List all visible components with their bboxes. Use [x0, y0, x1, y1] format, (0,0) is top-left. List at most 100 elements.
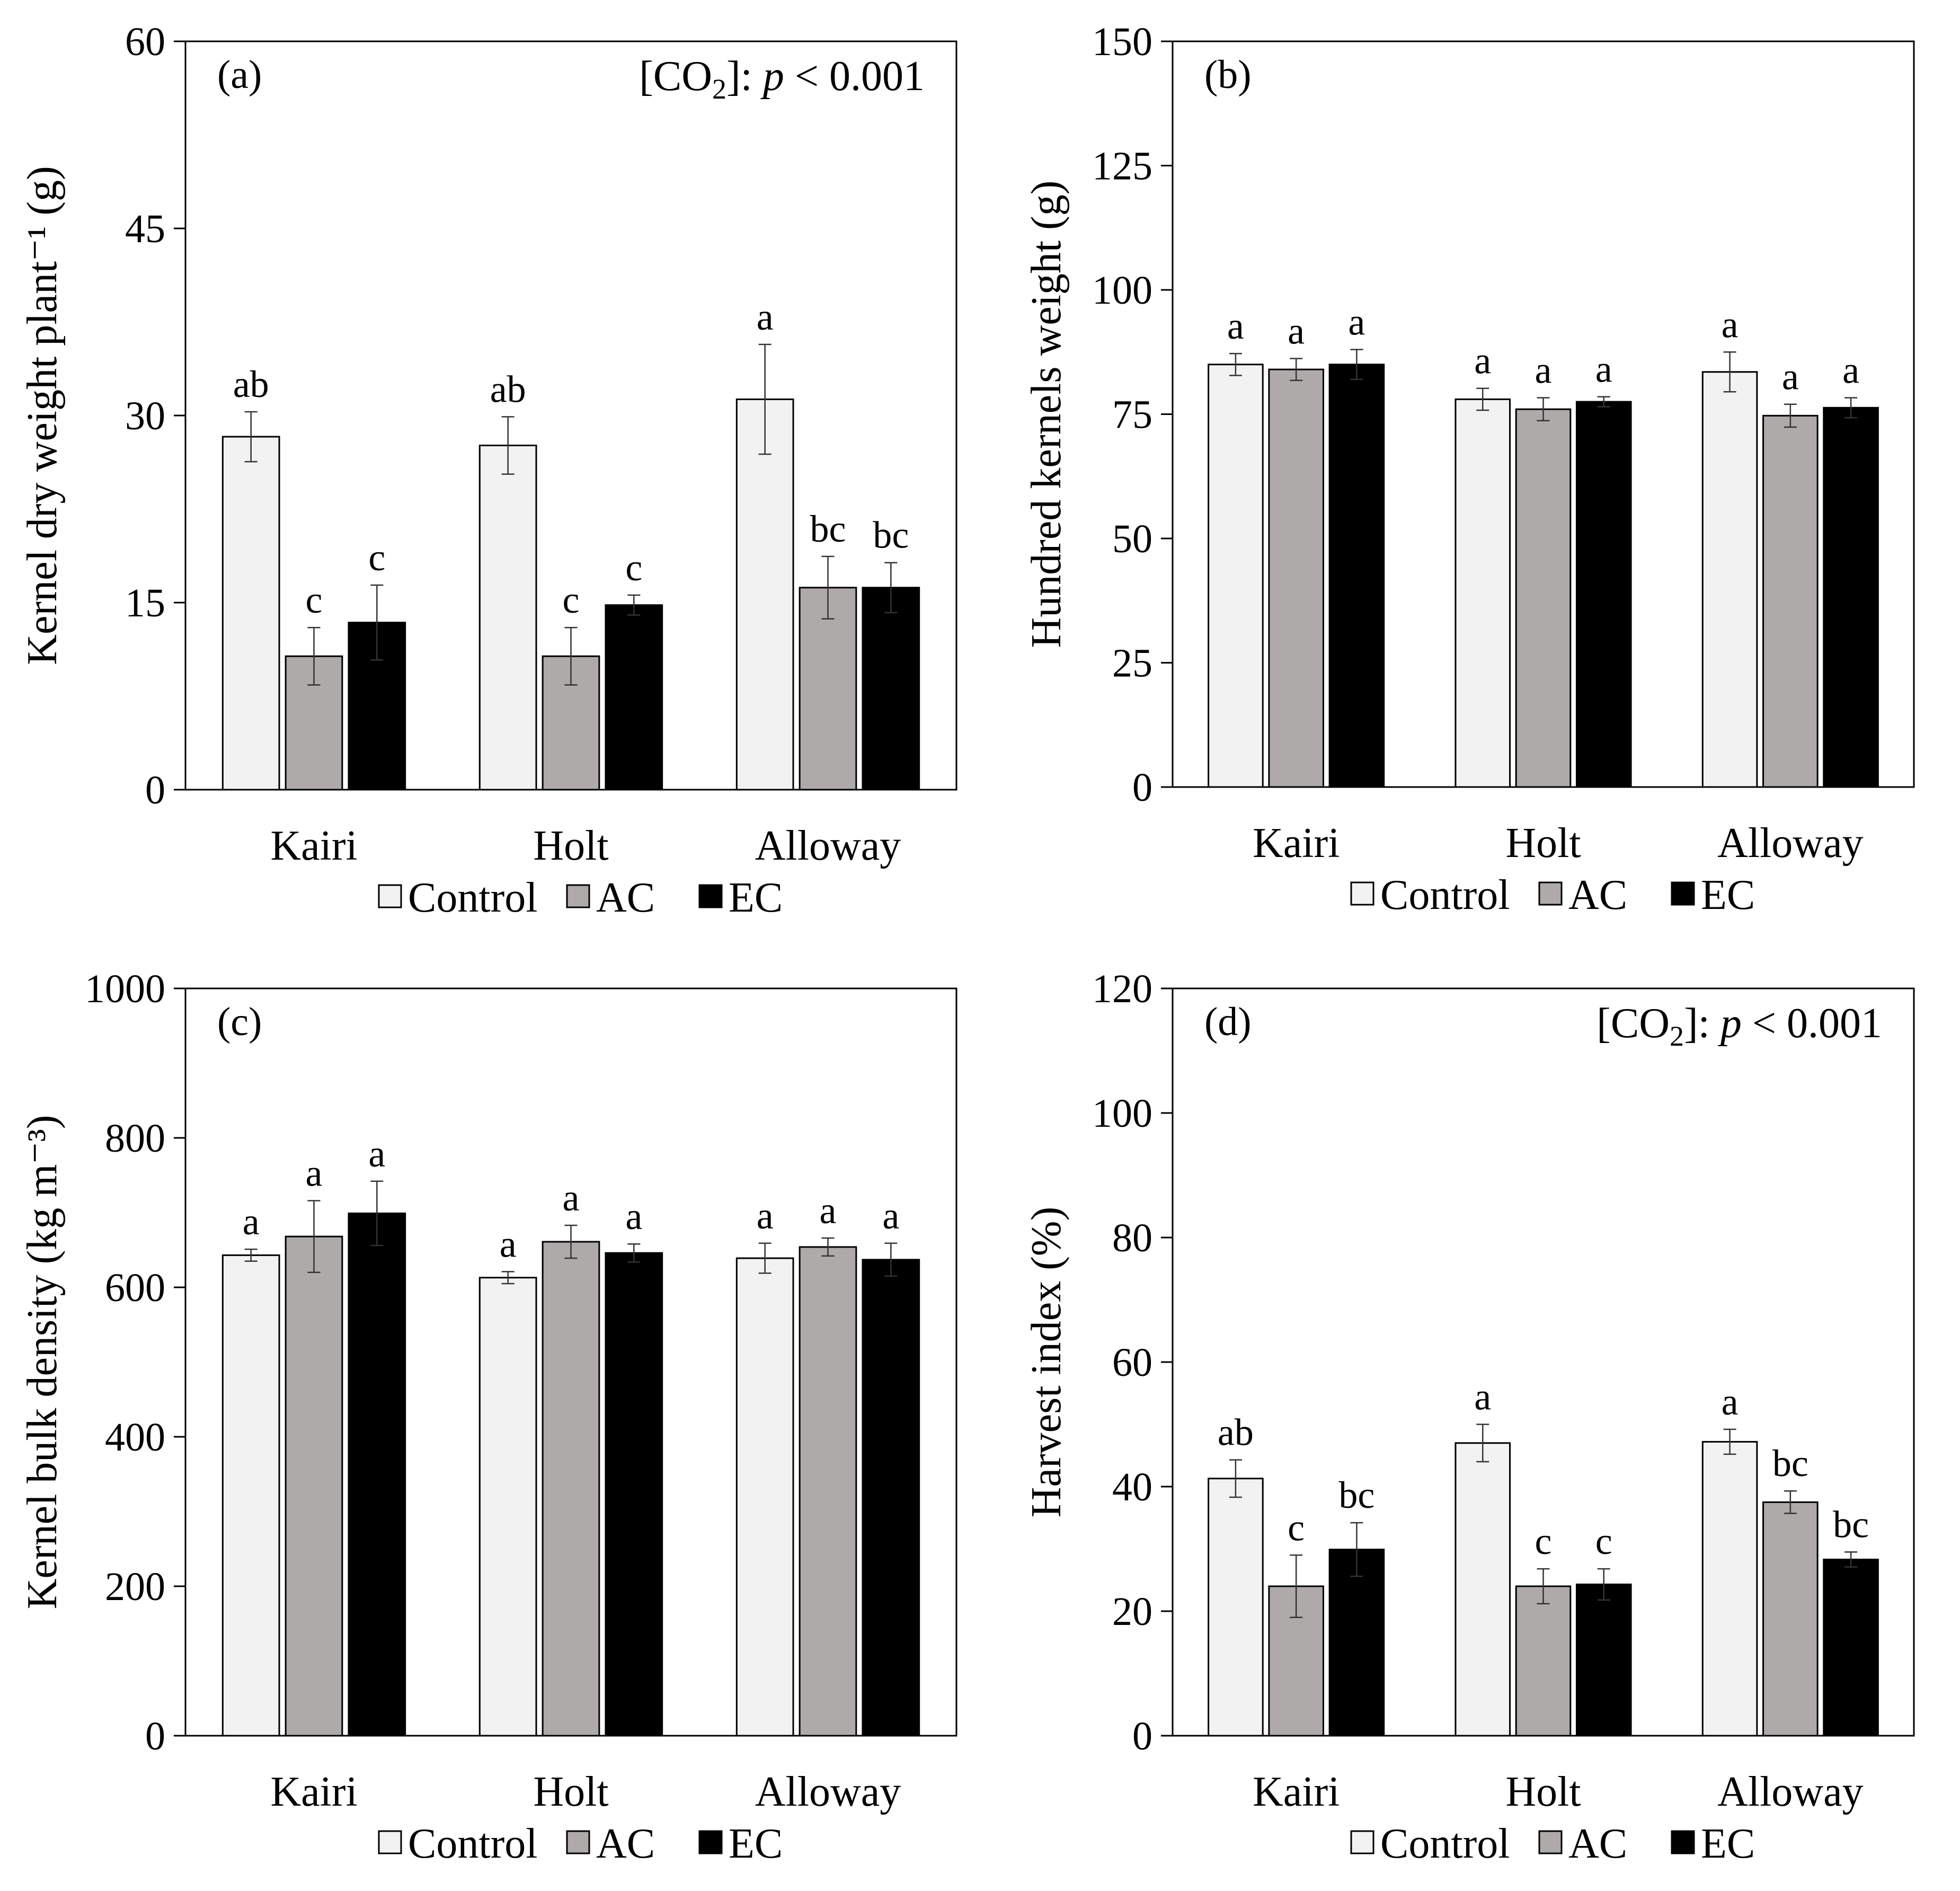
bar-ac-alloway: [1762, 1501, 1819, 1737]
y-tick-label: 800: [105, 1116, 165, 1161]
x-category-label: Holt: [533, 823, 608, 869]
y-axis-label: Kernel dry weight plant⁻¹ (g): [19, 166, 66, 665]
y-tick-label: 60: [1112, 1340, 1152, 1385]
y-tick-label: 100: [1092, 1091, 1152, 1136]
chart-panel-d: 0 20 40 60 80 100 120 Harvest index (%) (d) [CO2]…: [1023, 967, 1915, 1867]
bar-ec-kairi: [348, 1212, 406, 1737]
significance-letter: a: [243, 1200, 260, 1243]
legend: Control AC EC: [1350, 1821, 1755, 1867]
y-tick-label: 75: [1112, 393, 1152, 437]
significance-letter: ab: [233, 363, 269, 405]
significance-letter: c: [1288, 1506, 1305, 1549]
x-category-label: Kairi: [270, 823, 357, 869]
bar-control-kairi: [1208, 1478, 1264, 1737]
bar-ec-alloway: [1823, 407, 1879, 788]
legend: Control AC EC: [1350, 872, 1755, 918]
y-axis-label: Hundred kernels weight (g): [1023, 181, 1070, 648]
y-tick-label: 200: [105, 1565, 165, 1609]
significance-letter: ab: [1218, 1411, 1254, 1453]
y-tick-label: 20: [1112, 1589, 1152, 1634]
significance-letter: a: [1474, 1376, 1491, 1418]
x-category-label: Alloway: [755, 1769, 901, 1815]
y-tick-label: 125: [1092, 144, 1152, 189]
bar-control-kairi: [221, 1254, 280, 1737]
legend-swatch-ec: [698, 884, 723, 908]
significance-letter: a: [1288, 310, 1305, 352]
bar-ec-holt: [1575, 1583, 1632, 1737]
significance-letter: a: [820, 1189, 837, 1232]
bar-ac-holt: [1515, 408, 1572, 788]
y-tick-label: 0: [1132, 1714, 1152, 1759]
significance-annotation: [CO2]: p < 0.001: [639, 53, 925, 105]
bar-control-kairi: [1208, 364, 1264, 788]
bar-ac-alloway: [1762, 414, 1819, 788]
legend-swatch-control: [1350, 881, 1374, 906]
significance-letter: a: [1842, 349, 1859, 392]
significance-letter: bc: [873, 514, 909, 556]
significance-letter: a: [368, 1133, 385, 1175]
legend-swatch-ac: [1538, 881, 1563, 906]
legend: Control AC EC: [378, 1821, 783, 1867]
legend-label-control: Control: [408, 1821, 537, 1867]
bar-ec-alloway: [862, 1259, 920, 1737]
significance-letter: a: [757, 296, 774, 338]
bar-control-holt: [1455, 398, 1511, 788]
significance-letter: c: [368, 536, 385, 579]
y-tick-label: 1000: [85, 967, 165, 1011]
bar-ac-alloway: [799, 587, 857, 791]
y-tick-label: 30: [125, 394, 165, 438]
significance-letter: a: [563, 1177, 580, 1219]
bar-ac-kairi: [1268, 368, 1324, 788]
significance-letter: a: [757, 1195, 774, 1237]
significance-letter: a: [1535, 349, 1552, 392]
bar-control-alloway: [735, 398, 794, 791]
legend-swatch-ac: [566, 884, 590, 908]
legend-swatch-ac: [566, 1830, 590, 1854]
significance-letter: a: [1595, 348, 1612, 391]
significance-letter: bc: [1338, 1474, 1374, 1516]
legend-swatch-ec: [1671, 881, 1695, 906]
x-category-label: Kairi: [1253, 820, 1340, 867]
significance-letter: a: [306, 1152, 323, 1194]
panel-label: (d): [1204, 1000, 1252, 1044]
bar-control-alloway: [1701, 371, 1758, 788]
chart-panel-b: 0 25 50 75 100 125 150 Hundred kernels weight (…: [1023, 20, 1915, 918]
legend-swatch-control: [378, 1830, 402, 1854]
bar-ac-holt: [1515, 1585, 1572, 1737]
legend-swatch-ac: [1538, 1830, 1563, 1854]
significance-letter: a: [1722, 303, 1739, 346]
significance-letter: a: [882, 1195, 899, 1237]
y-tick-label: 0: [145, 1714, 165, 1759]
bar-control-holt: [478, 1277, 537, 1737]
x-category-label: Alloway: [1717, 820, 1864, 867]
significance-letter: c: [306, 579, 323, 621]
panel-label: (a): [217, 52, 262, 97]
bar-control-alloway: [735, 1257, 794, 1737]
bar-control-holt: [1455, 1442, 1511, 1737]
bar-control-holt: [478, 444, 537, 791]
legend-label-ec: EC: [1701, 1821, 1755, 1867]
legend-label-control: Control: [408, 874, 537, 921]
y-tick-label: 40: [1112, 1465, 1152, 1509]
legend-label-ac: AC: [596, 1821, 655, 1867]
y-tick-label: 0: [1132, 765, 1152, 810]
x-category-label: Kairi: [270, 1769, 357, 1815]
legend-swatch-ec: [1671, 1830, 1695, 1854]
legend-swatch-ec: [698, 1830, 723, 1854]
y-tick-label: 120: [1092, 967, 1152, 1011]
chart-panel-a: 0 15 30 45 60 Kernel dry weight plant⁻¹ (g) (a…: [19, 20, 957, 921]
x-category-label: Kairi: [1253, 1769, 1340, 1815]
significance-letter: a: [625, 1195, 642, 1238]
bar-control-kairi: [221, 436, 280, 791]
y-tick-label: 100: [1092, 268, 1152, 313]
panel-label: (c): [217, 1000, 262, 1044]
legend: Control AC EC: [378, 874, 783, 921]
x-category-label: Holt: [1505, 820, 1581, 867]
significance-letter: a: [1227, 305, 1244, 347]
x-category-label: Alloway: [1717, 1769, 1864, 1815]
bar-ec-kairi: [1328, 364, 1385, 788]
legend-label-ec: EC: [1701, 872, 1755, 918]
y-tick-label: 50: [1112, 517, 1152, 561]
significance-letter: a: [1474, 340, 1491, 382]
significance-letter: bc: [1772, 1442, 1808, 1484]
